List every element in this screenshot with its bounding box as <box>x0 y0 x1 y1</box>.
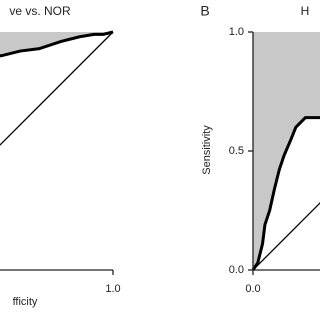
roc-area <box>253 32 320 270</box>
roc-curve <box>0 30 114 58</box>
roc-curve <box>251 116 320 271</box>
reference-line <box>252 202 320 271</box>
y-axis-label: Sensitivity <box>201 125 213 175</box>
y-tick-label: 0.5 <box>229 145 244 157</box>
y-tick-label: 0.0 <box>229 264 244 276</box>
x-tick-label: 0.0 <box>245 283 260 295</box>
x-tick-label: 1.0 <box>105 283 120 295</box>
y-tick-label: 1.0 <box>229 26 244 38</box>
chart-title: H <box>301 4 310 18</box>
reference-line <box>0 31 114 146</box>
x-axis-label: fficity <box>13 296 38 308</box>
chart-title: ve vs. NOR <box>9 4 71 18</box>
panel-label: B <box>200 3 209 19</box>
